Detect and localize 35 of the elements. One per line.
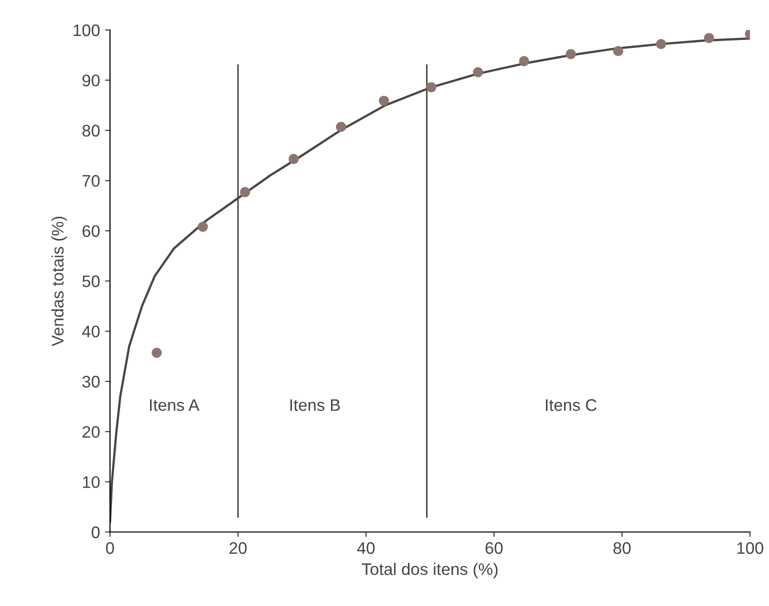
y-tick-label: 60 xyxy=(82,225,100,238)
y-tick-label: 10 xyxy=(83,476,100,488)
x-tick-label: 40 xyxy=(357,542,375,554)
annotation: Itens B xyxy=(290,399,340,411)
y-tick-label: 100 xyxy=(74,24,100,36)
y-tick-label: 90 xyxy=(82,74,100,86)
point xyxy=(656,38,666,50)
y-tick-label: 30 xyxy=(82,376,100,388)
x-tick-label: 0 xyxy=(106,542,114,554)
y-tick-label: 70 xyxy=(82,175,100,187)
point xyxy=(198,222,208,232)
point xyxy=(704,32,714,44)
y-tick-label: 0 xyxy=(92,526,100,538)
point xyxy=(152,348,162,358)
y-tick-label: 50 xyxy=(82,275,100,288)
annotation: Itens A xyxy=(150,399,200,411)
y-tick-label: 20 xyxy=(82,426,100,438)
y-tick-label: 80 xyxy=(82,124,100,137)
point xyxy=(240,187,250,198)
point xyxy=(288,154,299,164)
x-axis-title: Total dos itens (%) xyxy=(362,562,498,578)
point xyxy=(613,46,624,56)
x-tick-label: 20 xyxy=(230,542,247,554)
point xyxy=(426,82,436,92)
x-tick-label: 100 xyxy=(737,542,764,554)
y-tick-label: 40 xyxy=(82,326,100,338)
point xyxy=(336,122,346,132)
point xyxy=(472,67,484,78)
x-tick-label: 80 xyxy=(613,542,631,554)
point xyxy=(566,49,576,60)
point xyxy=(518,56,530,66)
x-tick-label: 60 xyxy=(486,542,503,554)
annotation: Itens C xyxy=(546,399,597,411)
y-axis-title: Vendas totais (%) xyxy=(51,216,67,346)
point xyxy=(378,96,390,106)
